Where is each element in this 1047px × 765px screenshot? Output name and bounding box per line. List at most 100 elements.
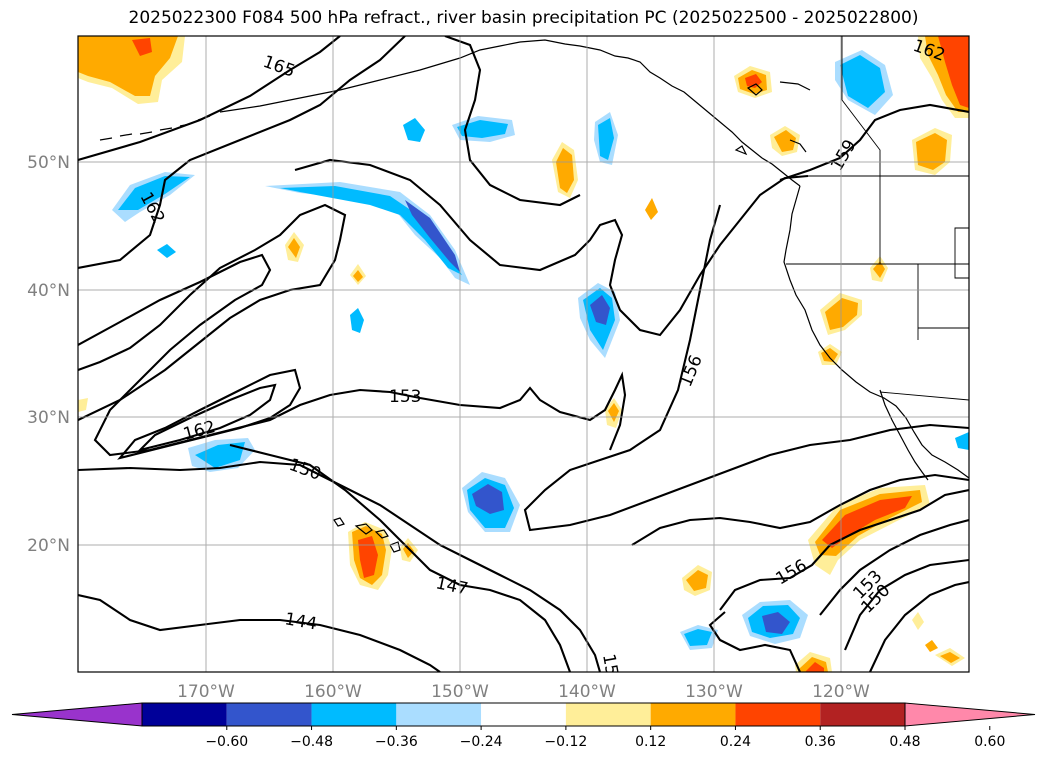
positive-precip-fills xyxy=(78,36,969,672)
precip-neg-area xyxy=(472,484,504,514)
precip-pos-area xyxy=(805,662,824,672)
colorbar-segment xyxy=(311,703,397,726)
precip-neg-area xyxy=(118,176,190,210)
precip-pos-area xyxy=(938,36,969,108)
contour-inner-loop xyxy=(117,368,302,460)
lon-label: 120°W xyxy=(812,682,870,702)
precip-neg-area xyxy=(762,612,790,634)
refractivity-contours xyxy=(78,36,969,672)
coastlines xyxy=(99,39,969,553)
precip-pos-area xyxy=(873,261,885,278)
contour-156-south xyxy=(631,473,969,546)
lon-label: 150°W xyxy=(431,682,489,702)
precip-neg-area xyxy=(265,182,470,285)
contour-150 xyxy=(78,460,602,672)
precip-neg-area xyxy=(405,200,460,272)
contour-153 xyxy=(78,203,347,421)
colorbar-tick-label: 0.36 xyxy=(805,734,836,750)
colorbar-tick-label: 0.60 xyxy=(974,734,1005,750)
contour-inner-loop-2 xyxy=(136,383,277,452)
contour-east-loop xyxy=(869,580,969,672)
contour-162-upper xyxy=(78,36,406,270)
lon-label: 160°W xyxy=(304,682,362,702)
precip-neg-area xyxy=(403,118,425,142)
colorbar-segment xyxy=(650,703,736,726)
colorbar-segment xyxy=(396,703,482,726)
colorbar-frame xyxy=(141,702,906,727)
contour-150-south xyxy=(844,558,969,651)
colorbar-tick-label: −0.60 xyxy=(205,734,248,750)
coastline-baja xyxy=(879,389,929,481)
precip-neg-area xyxy=(157,244,176,258)
precip-pos-area xyxy=(78,398,88,412)
precip-pos-area xyxy=(912,612,924,630)
colorbar-extend-min xyxy=(11,702,143,727)
colorbar xyxy=(11,702,1036,727)
contour-label: 15 xyxy=(598,652,621,677)
precip-pos-area xyxy=(822,496,912,548)
precip-neg-area xyxy=(350,308,364,333)
contour-144 xyxy=(78,593,441,672)
contour-label: 153 xyxy=(389,387,421,407)
precip-pos-area xyxy=(925,640,938,652)
contour-162-loop xyxy=(78,253,627,457)
coastline-aleutians xyxy=(99,115,211,141)
lat-label: 50°N xyxy=(27,153,70,173)
colorbar-tick-label: −0.12 xyxy=(544,734,587,750)
contour-147 xyxy=(229,443,571,672)
colorbar-labels: −0.60 −0.48 −0.36 −0.24 −0.12 0.12 0.24 0.36 0.4… xyxy=(205,726,1005,750)
lon-label: 170°W xyxy=(177,682,235,702)
map-frame xyxy=(77,35,970,673)
lat-label: 40°N xyxy=(27,281,70,301)
precip-pos-area xyxy=(745,74,762,88)
colorbar-tick-label: 0.24 xyxy=(720,734,751,750)
precip-neg-area xyxy=(457,120,508,138)
coastline-island xyxy=(734,81,811,156)
colorbar-segment xyxy=(142,703,227,726)
coastline-alaska xyxy=(219,39,801,187)
precip-pos-area xyxy=(358,536,378,578)
contour-big-trough xyxy=(294,158,809,337)
precip-neg-area xyxy=(955,432,969,450)
precip-neg-area xyxy=(195,442,245,468)
precip-pos-area xyxy=(686,570,708,591)
precip-pos-area xyxy=(556,148,574,193)
coastline-hawaii xyxy=(333,517,401,553)
precip-pos-area xyxy=(78,36,178,96)
precip-pos-area xyxy=(132,38,152,56)
precip-neg-area xyxy=(590,295,610,325)
lat-label: 20°N xyxy=(27,536,70,556)
map-title: 2025022300 F084 500 hPa refract., river … xyxy=(128,8,919,28)
precip-pos-area xyxy=(916,133,947,170)
colorbar-segment xyxy=(226,703,312,726)
precip-neg-area xyxy=(684,629,712,646)
gridlines xyxy=(78,36,969,672)
longitude-labels: 170°W 160°W 150°W 140°W 130°W 120°W xyxy=(177,682,870,702)
contour-159 xyxy=(779,103,969,181)
colorbar-tick-label: 0.12 xyxy=(635,734,666,750)
precip-neg-area xyxy=(840,55,885,108)
colorbar-tick-label: 0.48 xyxy=(889,734,920,750)
colorbar-segment xyxy=(481,703,566,726)
negative-precip-fills xyxy=(112,50,969,650)
lat-label: 30°N xyxy=(27,408,70,428)
colorbar-tick-label: −0.48 xyxy=(290,734,333,750)
colorbar-tick-label: −0.24 xyxy=(460,734,503,750)
contour-156-main xyxy=(523,204,969,532)
border-bc-ab xyxy=(841,36,881,176)
precip-neg-area xyxy=(598,118,614,160)
precip-pos-area xyxy=(774,130,796,152)
colorbar-segment xyxy=(565,703,651,726)
precip-pos-area xyxy=(940,652,960,663)
contour-north-loop xyxy=(444,36,581,207)
latitude-labels: 50°N 40°N 30°N 20°N xyxy=(27,153,70,556)
contour-150-south-2 xyxy=(708,611,801,672)
contour-153-south xyxy=(819,518,969,616)
precip-pos-area xyxy=(608,403,619,422)
political-borders xyxy=(786,36,969,401)
colorbar-tick-label: −0.36 xyxy=(375,734,418,750)
precip-pos-area xyxy=(645,198,658,220)
border-states xyxy=(786,176,969,340)
contour-165 xyxy=(78,36,341,162)
precip-pos-area xyxy=(353,270,363,282)
